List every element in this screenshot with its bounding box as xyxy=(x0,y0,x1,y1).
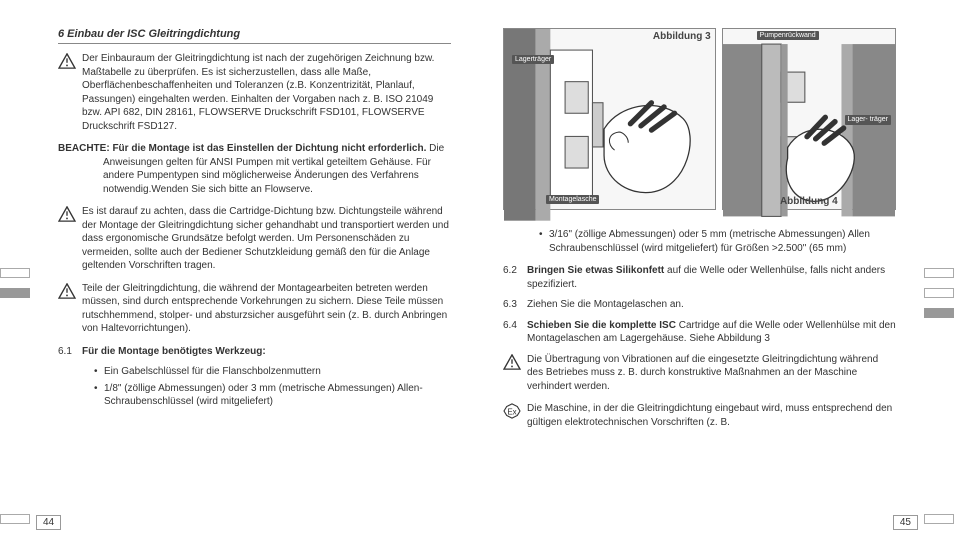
warning-paragraph: Der Einbauraum der Gleitringdichtung ist… xyxy=(58,52,451,133)
text: Ziehen Sie die Montagelaschen an. xyxy=(527,299,684,310)
item-title: Für die Montage benötigtes Werkzeug: xyxy=(82,346,266,357)
list-item-6-3: 6.3 Ziehen Sie die Montagelaschen an. xyxy=(503,298,896,312)
text: Teile der Gleitringdichtung, die während… xyxy=(82,283,447,335)
figure-tag-pumpenrueckwand: Pumpenrückwand xyxy=(757,31,819,40)
section-title: 6 Einbau der ISC Gleitringdichtung xyxy=(58,28,451,44)
figure-tag-montagelasche: Montagelasche xyxy=(546,195,599,204)
text: Es ist darauf zu achten, dass die Cartri… xyxy=(82,206,449,271)
warning-icon xyxy=(503,354,521,370)
text: Die Übertragung von Vibrationen auf die … xyxy=(527,354,878,392)
page-number: 44 xyxy=(36,515,61,530)
bold-text: Bringen Sie etwas Silikonfett xyxy=(527,265,664,276)
bullet-list: Ein Gabelschlüssel für die Flanschbolzen… xyxy=(58,365,451,409)
figure-4: Pumpenrückwand Lager- träger Abbildung 4 xyxy=(722,28,896,210)
page-spread: 6 Einbau der ISC Gleitringdichtung Der E… xyxy=(0,0,954,550)
list-item-6-2: 6.2 Bringen Sie etwas Silikonfett auf di… xyxy=(503,264,896,291)
text: Die Maschine, in der die Gleitringdichtu… xyxy=(527,403,892,428)
item-number: 6.1 xyxy=(58,345,72,359)
item-number: 6.3 xyxy=(503,298,517,312)
page-left: 6 Einbau der ISC Gleitringdichtung Der E… xyxy=(0,0,477,550)
bullet-list: 3/16" (zöllige Abmessungen) oder 5 mm (m… xyxy=(503,228,896,255)
warning-icon xyxy=(58,206,76,222)
ex-paragraph: Ex Die Maschine, in der die Gleitringdic… xyxy=(503,402,896,429)
figure-3: Abbildung 3 Lagerträger Montagelasche xyxy=(503,28,716,210)
warning-icon xyxy=(58,283,76,299)
warning-paragraph: Es ist darauf zu achten, dass die Cartri… xyxy=(58,205,451,273)
figure-tag-lagertraeger: Lagerträger xyxy=(512,55,554,64)
figure-row: Abbildung 3 Lagerträger Montagelasche xyxy=(503,28,896,210)
figure-tag-lagertraeger: Lager- träger xyxy=(845,115,891,125)
bullet-item: 1/8" (zöllige Abmessungen) oder 3 mm (me… xyxy=(94,382,451,409)
warning-paragraph: Teile der Gleitringdichtung, die während… xyxy=(58,282,451,336)
list-item-6-1: 6.1 Für die Montage benötigtes Werkzeug: xyxy=(58,345,451,359)
figure-label: Abbildung 4 xyxy=(780,196,838,207)
item-number: 6.4 xyxy=(503,319,517,333)
page-number: 45 xyxy=(893,515,918,530)
ex-icon: Ex xyxy=(503,403,521,419)
note-paragraph: BEACHTE: Für die Montage ist das Einstel… xyxy=(58,142,451,196)
warning-icon xyxy=(58,53,76,69)
text: Der Einbauraum der Gleitringdichtung ist… xyxy=(82,53,434,132)
warning-paragraph: Die Übertragung von Vibrationen auf die … xyxy=(503,353,896,394)
svg-text:Ex: Ex xyxy=(507,408,516,417)
page-right: Abbildung 3 Lagerträger Montagelasche xyxy=(477,0,954,550)
bullet-item: Ein Gabelschlüssel für die Flanschbolzen… xyxy=(94,365,451,379)
list-item-6-4: 6.4 Schieben Sie die komplette ISC Cartr… xyxy=(503,319,896,346)
bullet-item: 3/16" (zöllige Abmessungen) oder 5 mm (m… xyxy=(539,228,896,255)
bold-text: Schieben Sie die komplette ISC xyxy=(527,320,676,331)
note-label: BEACHTE: Für die Montage ist das Einstel… xyxy=(58,143,426,154)
item-number: 6.2 xyxy=(503,264,517,278)
